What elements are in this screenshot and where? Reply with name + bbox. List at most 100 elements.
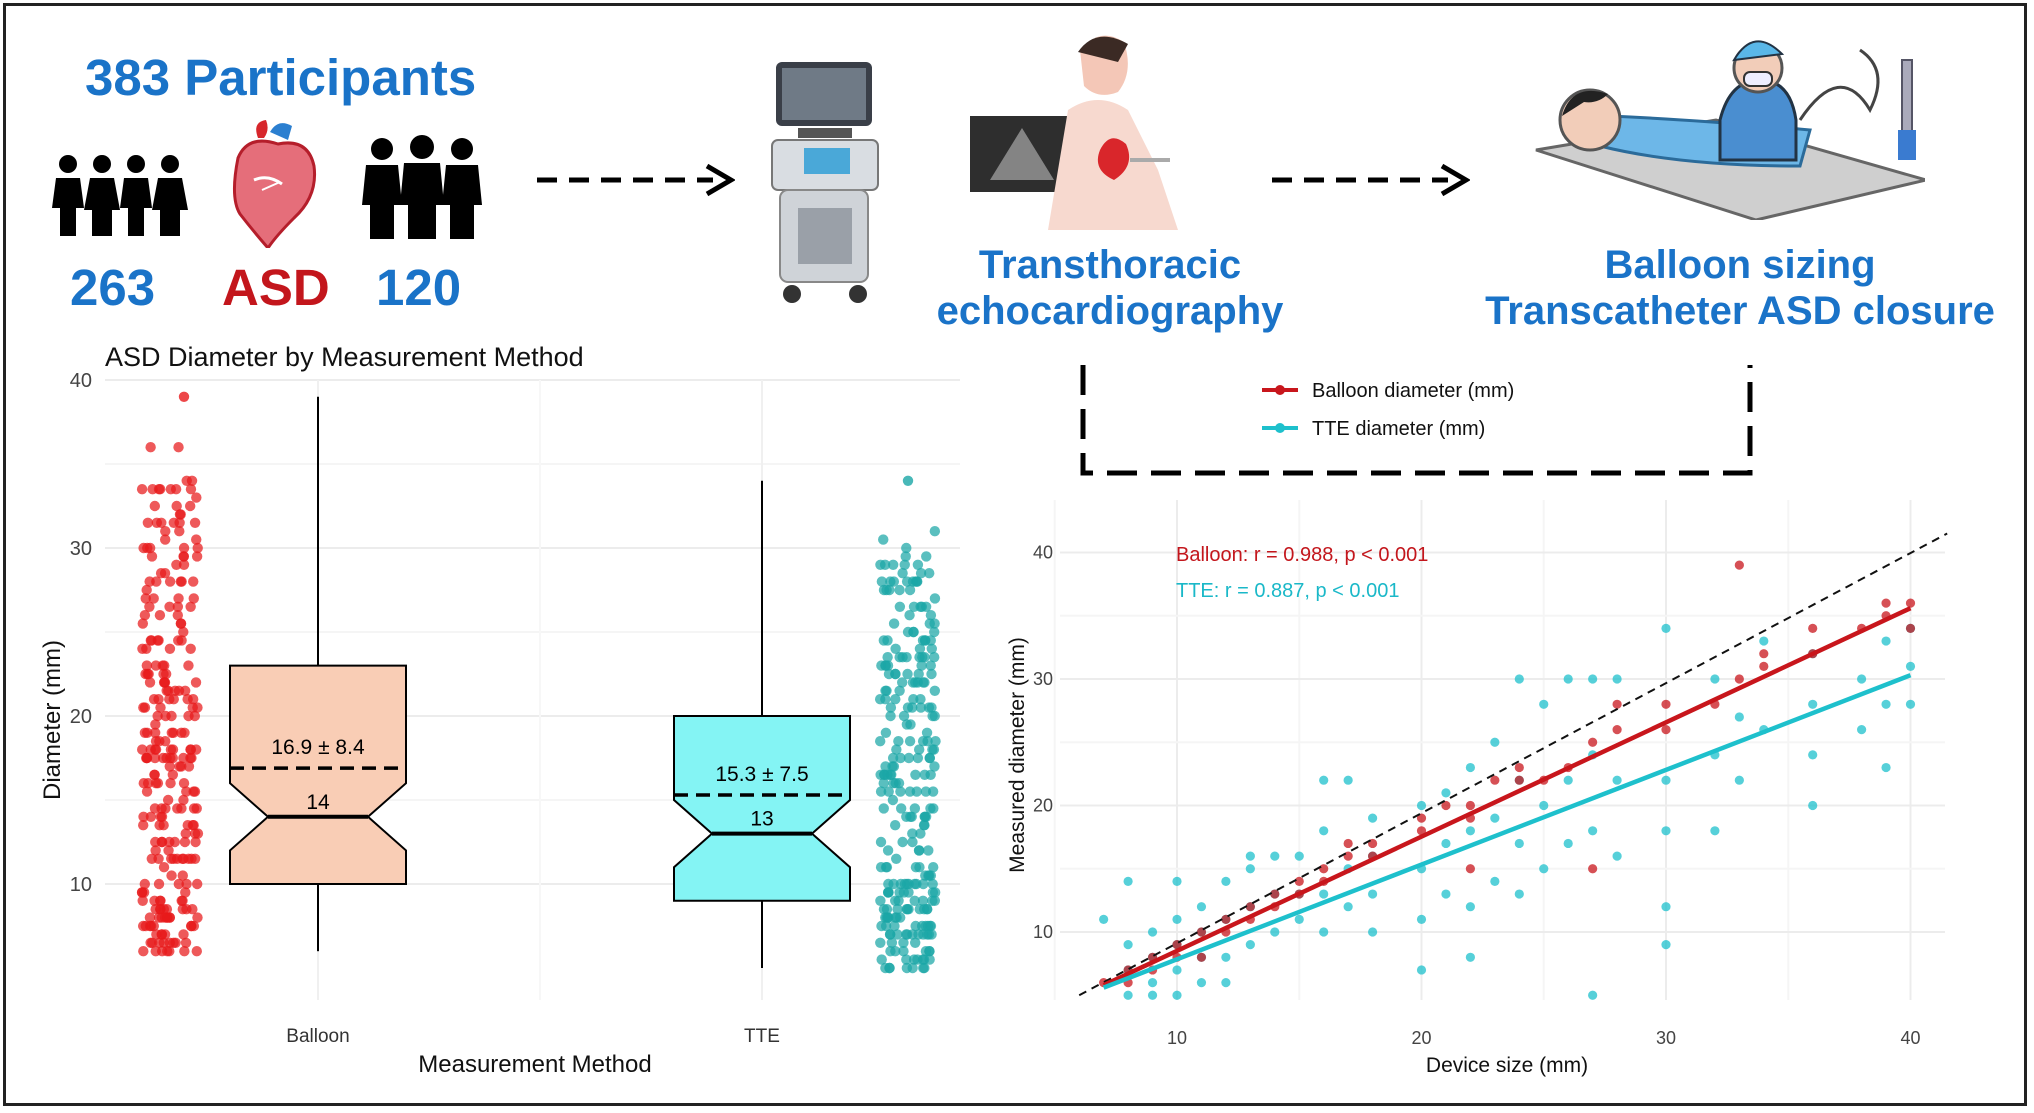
data-point [146, 853, 158, 864]
data-point [154, 736, 165, 747]
data-point [142, 542, 153, 554]
data-point [895, 752, 906, 764]
data-point [173, 593, 184, 604]
data-point [929, 685, 941, 696]
data-point [929, 761, 940, 772]
data-point [886, 937, 898, 948]
data-point [141, 660, 153, 671]
data-point [1734, 674, 1744, 684]
x-tick-label: 20 [1411, 1028, 1431, 1048]
data-point [1319, 864, 1329, 874]
data-point [149, 769, 160, 780]
data-point [889, 920, 900, 932]
data-point [177, 904, 188, 915]
data-point [881, 904, 893, 915]
data-point [927, 710, 938, 722]
data-point [1514, 775, 1524, 785]
data-point [904, 584, 916, 596]
data-point [174, 517, 185, 528]
data-point [893, 895, 904, 906]
data-point [139, 702, 151, 713]
data-point [152, 710, 163, 722]
data-point [907, 828, 918, 839]
data-point [167, 752, 178, 764]
data-point [179, 685, 191, 696]
data-point [1759, 636, 1769, 646]
data-point [168, 853, 179, 864]
median-label: 14 [306, 791, 330, 814]
data-point [164, 601, 175, 612]
data-point [907, 836, 918, 848]
data-point [915, 694, 926, 705]
data-point [156, 836, 167, 848]
data-point [1294, 876, 1304, 887]
data-point [925, 660, 936, 671]
x-tick-label: 40 [1900, 1028, 1920, 1048]
data-point [1172, 914, 1182, 924]
data-point [166, 870, 177, 881]
data-point [1147, 978, 1158, 988]
balloon-step-title: Balloon sizing Transcatheter ASD closure [1440, 242, 2034, 334]
data-point [901, 954, 912, 965]
data-point [158, 677, 170, 688]
data-point [144, 920, 156, 932]
data-point [171, 559, 182, 570]
data-point [898, 946, 909, 957]
data-point [191, 551, 203, 562]
box-plot-y-axis-label: Diameter (mm) [39, 640, 66, 800]
data-point [902, 668, 913, 680]
data-point [1857, 725, 1867, 735]
data-point [1588, 826, 1598, 836]
data-point [1099, 914, 1109, 924]
data-point [1123, 940, 1133, 950]
data-point [162, 946, 173, 957]
mean-label: 16.9 ± 8.4 [271, 736, 365, 759]
data-point [1490, 737, 1500, 747]
data-point [150, 845, 161, 856]
data-point [177, 853, 188, 864]
data-point [909, 895, 920, 906]
data-point [891, 853, 902, 864]
data-point [1245, 940, 1255, 950]
data-point [136, 484, 148, 495]
data-point [1808, 800, 1818, 811]
data-point [150, 778, 162, 789]
data-point [893, 736, 904, 747]
data-point [1588, 864, 1598, 874]
data-point [180, 828, 191, 839]
data-point [160, 668, 172, 680]
data-point [189, 517, 201, 528]
data-point [167, 769, 179, 780]
data-point [880, 727, 892, 738]
data-point [1270, 851, 1280, 861]
data-point [929, 593, 941, 604]
data-point [885, 702, 897, 713]
data-point [176, 803, 187, 814]
y-tick-label: 40 [70, 370, 92, 392]
scatter-legend: Balloon diameter (mm) TTE diameter (mm) [1262, 380, 1514, 440]
data-point [927, 895, 938, 906]
data-point [923, 702, 935, 713]
data-point [1441, 838, 1451, 849]
data-point [1661, 623, 1671, 634]
data-point [149, 500, 161, 512]
data-point [164, 643, 176, 654]
data-point [890, 643, 901, 654]
data-point [876, 576, 888, 587]
y-tick-label: 40 [1033, 543, 1053, 563]
legend-key-point [1275, 423, 1285, 433]
data-point [158, 862, 170, 873]
data-point [179, 836, 191, 848]
data-point [1710, 826, 1720, 836]
data-point [1563, 775, 1573, 785]
data-point [1490, 775, 1500, 785]
data-point [186, 920, 197, 932]
data-point [912, 954, 923, 965]
data-point [190, 677, 202, 688]
data-point [929, 626, 940, 638]
scatter-grid [1053, 500, 1945, 1000]
data-point [929, 526, 941, 537]
data-point [154, 820, 165, 831]
data-point [148, 593, 159, 604]
data-point [918, 962, 929, 974]
